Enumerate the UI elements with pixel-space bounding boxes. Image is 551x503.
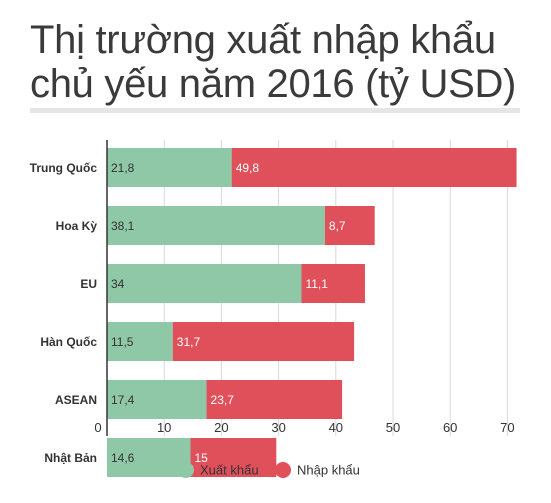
x-tick-label: 10 bbox=[157, 420, 171, 435]
x-tick-label: 50 bbox=[386, 420, 400, 435]
bar-export bbox=[107, 148, 232, 187]
legend-label-import: Nhập khẩu bbox=[297, 463, 360, 478]
bar-export bbox=[107, 322, 173, 361]
data-label-export: 14,6 bbox=[111, 451, 135, 465]
x-tick-label: 0 bbox=[94, 420, 101, 435]
data-label-import: 11,1 bbox=[305, 277, 328, 291]
bar-export bbox=[107, 206, 325, 245]
x-tick-label: 20 bbox=[214, 420, 228, 435]
data-label-export: 11,5 bbox=[111, 335, 134, 349]
bar-export bbox=[107, 438, 191, 477]
legend-marker-import bbox=[275, 462, 291, 478]
data-label-export: 34 bbox=[111, 277, 125, 291]
data-label-export: 17,4 bbox=[111, 393, 135, 407]
bar-import bbox=[172, 322, 355, 361]
chart-title-line-2: chủ yếu năm 2016 (tỷ USD) bbox=[30, 62, 517, 106]
y-category-label: ASEAN bbox=[55, 393, 97, 407]
y-category-label: Trung Quốc bbox=[30, 161, 98, 175]
bar-import bbox=[190, 438, 277, 477]
bar-import bbox=[231, 148, 517, 187]
bar-import bbox=[324, 206, 375, 245]
data-label-export: 38,1 bbox=[111, 219, 135, 233]
data-label-import: 31,7 bbox=[177, 335, 201, 349]
x-tick-label: 70 bbox=[500, 420, 514, 435]
chart-title-line-1: Thị trường xuất nhập khẩu bbox=[30, 18, 496, 62]
legend-label-export: Xuất khẩu bbox=[200, 463, 259, 478]
chart-title: Thị trường xuất nhập khẩu chủ yếu năm 20… bbox=[30, 18, 540, 106]
bar-import bbox=[206, 380, 343, 419]
y-category-label: Hàn Quốc bbox=[40, 335, 97, 349]
legend-marker-export bbox=[178, 462, 194, 478]
bar-export bbox=[107, 380, 207, 419]
title-divider bbox=[30, 108, 520, 113]
x-tick-label: 30 bbox=[271, 420, 285, 435]
x-tick-label: 40 bbox=[329, 420, 343, 435]
data-label-import: 23,7 bbox=[211, 393, 235, 407]
data-label-import: 8,7 bbox=[329, 219, 346, 233]
y-category-label: Hoa Kỳ bbox=[56, 219, 98, 233]
x-tick-label: 60 bbox=[443, 420, 457, 435]
data-label-import: 49,8 bbox=[236, 161, 260, 175]
y-category-label: EU bbox=[80, 277, 97, 291]
bar-import bbox=[301, 264, 365, 303]
data-label-export: 21,8 bbox=[111, 161, 135, 175]
bar-export bbox=[107, 264, 302, 303]
y-category-label: Nhật Bản bbox=[44, 451, 97, 465]
data-label-import: 15 bbox=[195, 451, 209, 465]
